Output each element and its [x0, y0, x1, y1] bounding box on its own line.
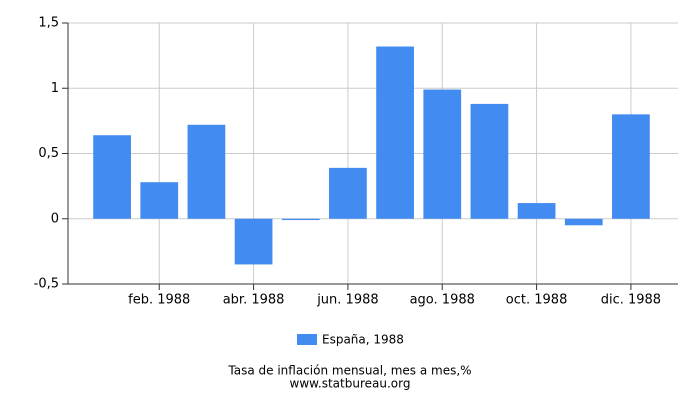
bar — [140, 182, 179, 219]
x-tick-label: abr. 1988 — [223, 293, 285, 308]
bar — [329, 167, 367, 219]
y-tick-label: 1,5 — [38, 16, 59, 31]
bar — [234, 218, 273, 265]
x-tick-label: feb. 1988 — [128, 293, 190, 308]
x-tick-label: dic. 1988 — [601, 293, 661, 308]
bar — [470, 103, 509, 219]
y-tick-label: 0 — [51, 211, 59, 226]
bar — [187, 124, 226, 219]
x-tick-label: ago. 1988 — [410, 293, 475, 308]
x-tick-label: jun. 1988 — [316, 293, 378, 308]
legend-label: España, 1988 — [322, 333, 404, 347]
bar — [612, 114, 650, 219]
bar — [517, 203, 556, 219]
bar — [423, 89, 462, 219]
chart-subtitle: www.statbureau.org — [290, 377, 411, 391]
chart-title: Tasa de inflación mensual, mes a mes,% — [227, 364, 471, 378]
y-tick-label: -0,5 — [34, 277, 59, 292]
y-tick-label: 0,5 — [38, 146, 59, 161]
bar — [376, 46, 414, 219]
bar — [93, 135, 131, 219]
legend-swatch — [297, 334, 317, 345]
x-tick-label: oct. 1988 — [506, 293, 568, 308]
bar — [281, 218, 320, 221]
bar — [564, 218, 603, 226]
y-tick-label: 1 — [51, 81, 59, 96]
